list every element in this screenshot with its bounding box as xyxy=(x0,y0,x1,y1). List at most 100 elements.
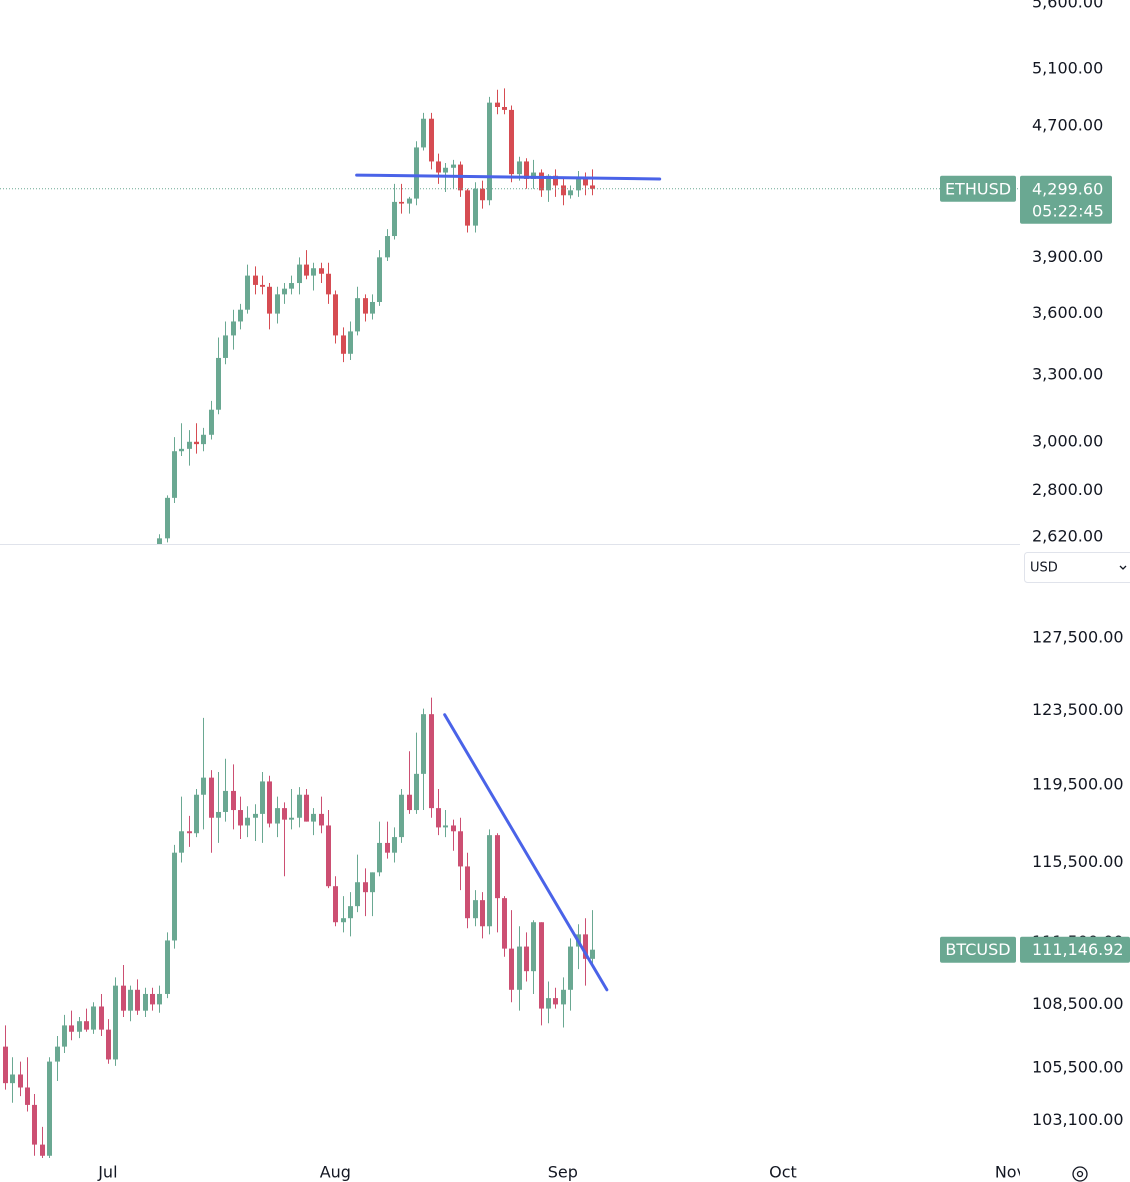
candle-body xyxy=(363,298,368,314)
candle-body xyxy=(216,357,221,410)
y-tick-label: 108,500.00 xyxy=(1032,994,1124,1013)
candle-body xyxy=(517,161,522,175)
candle-body xyxy=(333,294,338,336)
candle-body xyxy=(517,946,522,990)
candle-body xyxy=(275,294,280,314)
y-tick-label: 3,000.00 xyxy=(1032,431,1103,450)
candle-body xyxy=(502,898,507,949)
candle-body xyxy=(194,441,199,445)
candle-body xyxy=(165,940,170,994)
y-tick-label: 127,500.00 xyxy=(1032,628,1124,647)
candle-body xyxy=(436,808,441,828)
candle-body xyxy=(473,188,478,226)
candle-body xyxy=(209,409,214,435)
candle-body xyxy=(583,934,588,959)
candle-body xyxy=(385,236,390,258)
candle-body xyxy=(319,813,324,826)
candle-body xyxy=(135,989,140,1011)
candle-body xyxy=(590,185,595,189)
candle-body xyxy=(216,811,221,818)
candle-body xyxy=(179,448,184,452)
candle-body xyxy=(392,201,397,237)
candle-body xyxy=(524,946,529,972)
currency-selector[interactable]: USD xyxy=(1024,552,1130,583)
candle-body xyxy=(429,118,434,162)
candle-body xyxy=(84,1021,89,1030)
time-axis: Jul Aug Sep Oct Nov xyxy=(97,1163,1026,1182)
candle-body xyxy=(480,900,485,927)
candle-body xyxy=(253,275,258,285)
candle-body xyxy=(407,198,412,204)
candle-body xyxy=(69,1025,74,1032)
candle-body xyxy=(421,118,426,148)
candle-body xyxy=(99,1006,104,1030)
x-tick-label: Nov xyxy=(995,1163,1026,1182)
candle-body xyxy=(333,886,338,923)
candle-body xyxy=(436,161,441,173)
candle-body xyxy=(539,922,544,1009)
candle-body xyxy=(231,790,236,811)
candle-body xyxy=(143,993,148,1011)
price-axis: 2,620.00 2,800.00 3,000.00 3,300.00 3,600.00… xyxy=(940,0,1130,1129)
last-price-label: 111,146.92 xyxy=(1032,940,1124,959)
candle-body xyxy=(238,810,243,826)
candle-body xyxy=(546,175,551,191)
candle-body xyxy=(157,538,162,544)
y-tick-label: 3,300.00 xyxy=(1032,364,1103,383)
y-tick-label: 115,500.00 xyxy=(1032,852,1124,871)
candle-body xyxy=(421,714,426,774)
candle-body xyxy=(509,948,514,990)
last-price-label: 4,299.60 xyxy=(1032,179,1103,198)
candle-body xyxy=(370,872,375,893)
candle-body xyxy=(165,497,170,539)
candle-body xyxy=(495,835,500,899)
symbol-badge xyxy=(940,175,1016,202)
candle-body xyxy=(289,283,294,289)
candle-body xyxy=(377,257,382,302)
x-tick-label: Oct xyxy=(769,1163,797,1182)
candle-body xyxy=(553,998,558,1005)
candle-body xyxy=(223,335,228,358)
candle-body xyxy=(392,837,397,853)
x-tick-label: Sep xyxy=(548,1163,578,1182)
currency-box[interactable] xyxy=(1024,552,1130,583)
y-tick-label: 123,500.00 xyxy=(1032,700,1124,719)
y-tick-label: 4,700.00 xyxy=(1032,116,1103,135)
candle-body xyxy=(3,1046,8,1084)
trendline xyxy=(355,173,662,181)
candle-body xyxy=(275,808,280,824)
countdown: 05:22:45 xyxy=(1032,201,1104,220)
symbol-label: ETHUSD xyxy=(945,179,1011,198)
candle-body xyxy=(194,794,199,834)
candle-body xyxy=(355,298,360,332)
gear[interactable] xyxy=(1072,1166,1088,1182)
candle-body xyxy=(495,102,500,107)
candle-body xyxy=(245,817,250,826)
y-tick-label: 105,500.00 xyxy=(1032,1058,1124,1077)
candle-body xyxy=(487,835,492,927)
candle-body xyxy=(121,985,126,1011)
candle-body xyxy=(326,825,331,887)
candle-body xyxy=(304,264,309,276)
candle-body xyxy=(245,275,250,310)
candle-body xyxy=(502,106,507,110)
candle-body xyxy=(377,842,382,873)
candle-body xyxy=(55,1046,60,1062)
candle-body xyxy=(326,273,331,295)
currency-label[interactable]: USD xyxy=(1030,561,1058,576)
candle-body xyxy=(223,790,228,812)
candle-body xyxy=(590,949,595,959)
candle-body xyxy=(429,714,434,809)
candle-body xyxy=(113,985,118,1060)
chevron xyxy=(1119,565,1127,570)
candle-body xyxy=(355,882,360,907)
gear-center xyxy=(1076,1170,1084,1178)
candle-body xyxy=(172,451,177,498)
candle-body xyxy=(47,1061,52,1156)
candle-body xyxy=(319,268,324,274)
settings-icon[interactable] xyxy=(1072,1166,1088,1182)
candle-body xyxy=(465,866,470,919)
candle-body xyxy=(282,288,287,295)
